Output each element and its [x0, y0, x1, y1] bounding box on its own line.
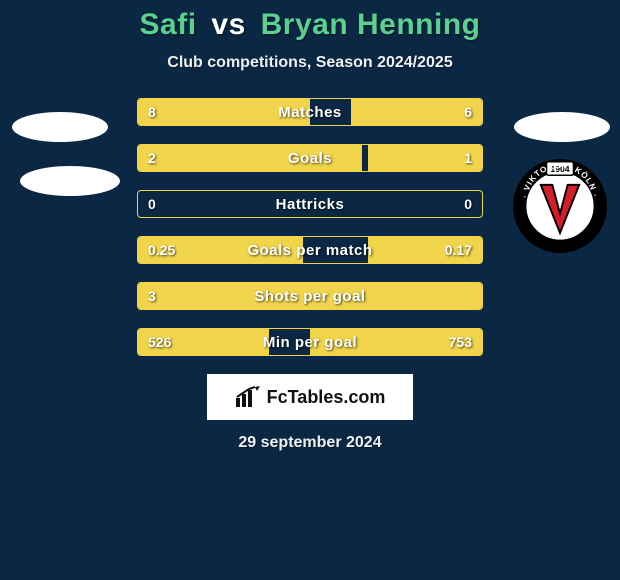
- fctables-logo-icon: [235, 386, 261, 408]
- stat-value-right: 0.17: [445, 237, 472, 263]
- stat-row: 0.25Goals per match0.17: [137, 236, 483, 264]
- player1-club-placeholder: [20, 166, 120, 196]
- stats-area: 1904 · VIKTORIA · KÖLN · 8Matches6 2Goals…: [0, 98, 620, 356]
- player2-avatar-placeholder: [514, 112, 610, 142]
- stat-label: Min per goal: [138, 329, 482, 355]
- stat-row: 3Shots per goal: [137, 282, 483, 310]
- stat-label: Hattricks: [138, 191, 482, 217]
- stat-label: Goals per match: [138, 237, 482, 263]
- stat-value-right: 0: [464, 191, 472, 217]
- player2-club-logo: 1904 · VIKTORIA · KÖLN ·: [512, 158, 608, 254]
- player1-name: Safi: [140, 8, 197, 41]
- page-title: Safi vs Bryan Henning: [0, 8, 620, 42]
- stat-row: 0Hattricks0: [137, 190, 483, 218]
- stat-value-right: 6: [464, 99, 472, 125]
- player2-name: Bryan Henning: [261, 8, 481, 41]
- player1-avatar-placeholder: [12, 112, 108, 142]
- stat-label: Goals: [138, 145, 482, 171]
- footer-date: 29 september 2024: [0, 434, 620, 452]
- stat-row: 8Matches6: [137, 98, 483, 126]
- stat-row: 2Goals1: [137, 144, 483, 172]
- stat-label: Shots per goal: [138, 283, 482, 309]
- vs-label: vs: [211, 8, 245, 41]
- stat-bars: 8Matches6 2Goals1 0Hattricks0 0.25Goals per…: [137, 98, 483, 356]
- subtitle: Club competitions, Season 2024/2025: [0, 54, 620, 72]
- comparison-card: Safi vs Bryan Henning Club competitions,…: [0, 0, 620, 452]
- stat-value-right: 753: [449, 329, 472, 355]
- stat-row: 526Min per goal753: [137, 328, 483, 356]
- stat-value-right: 1: [464, 145, 472, 171]
- viktoria-koln-logo-icon: 1904 · VIKTORIA · KÖLN ·: [512, 158, 608, 254]
- branding-badge: FcTables.com: [207, 374, 413, 420]
- branding-text: FcTables.com: [267, 387, 386, 408]
- stat-label: Matches: [138, 99, 482, 125]
